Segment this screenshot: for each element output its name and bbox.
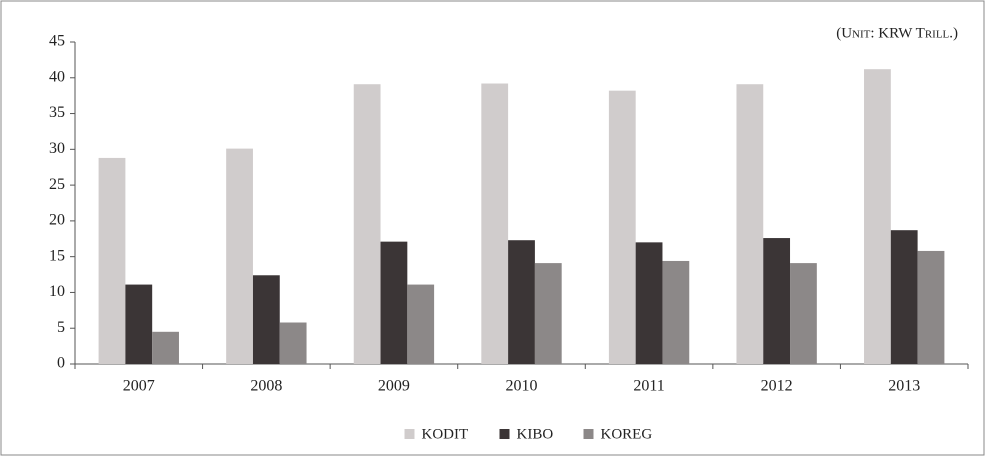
unit-annotation: (Unit: KRW Trill.) [836,25,958,41]
x-tick-label: 2007 [123,378,155,395]
bar [662,260,690,364]
bar [252,275,280,364]
legend-label: KIBO [517,426,554,442]
legend-label: KOREG [601,426,653,442]
bar [152,331,179,364]
bar [380,241,408,364]
y-tick-label: 0 [57,355,65,372]
bar [226,148,253,364]
bar [890,230,918,364]
bar [98,157,126,364]
y-tick-label: 45 [49,33,65,50]
y-tick-label: 5 [57,319,65,336]
legend-swatch [583,429,594,439]
y-tick-label: 20 [49,212,65,229]
x-tick-label: 2012 [761,378,793,395]
y-tick-label: 10 [49,283,65,300]
x-tick-label: 2011 [633,378,664,395]
bar [736,84,764,365]
y-tick-label: 25 [49,176,65,193]
bar [481,83,509,364]
x-tick-label: 2013 [888,378,920,395]
bar [353,84,381,365]
legend-label: KODIT [422,426,469,442]
bar [790,263,817,364]
bar [763,238,791,364]
bar [608,90,636,364]
y-tick-label: 30 [49,140,65,157]
bar [635,242,663,364]
y-tick-label: 35 [49,104,65,121]
x-tick-label: 2008 [250,378,282,395]
bar [864,69,891,365]
legend-swatch [404,429,415,439]
bar [279,322,307,364]
bar [125,284,153,364]
legend-swatch [499,429,510,439]
y-tick-label: 15 [49,247,65,264]
bar [917,250,945,364]
x-tick-label: 2009 [378,378,410,395]
x-tick-label: 2010 [506,378,538,395]
bar [508,240,535,364]
bar [407,284,435,364]
bar [534,263,562,364]
y-tick-label: 40 [49,68,65,85]
